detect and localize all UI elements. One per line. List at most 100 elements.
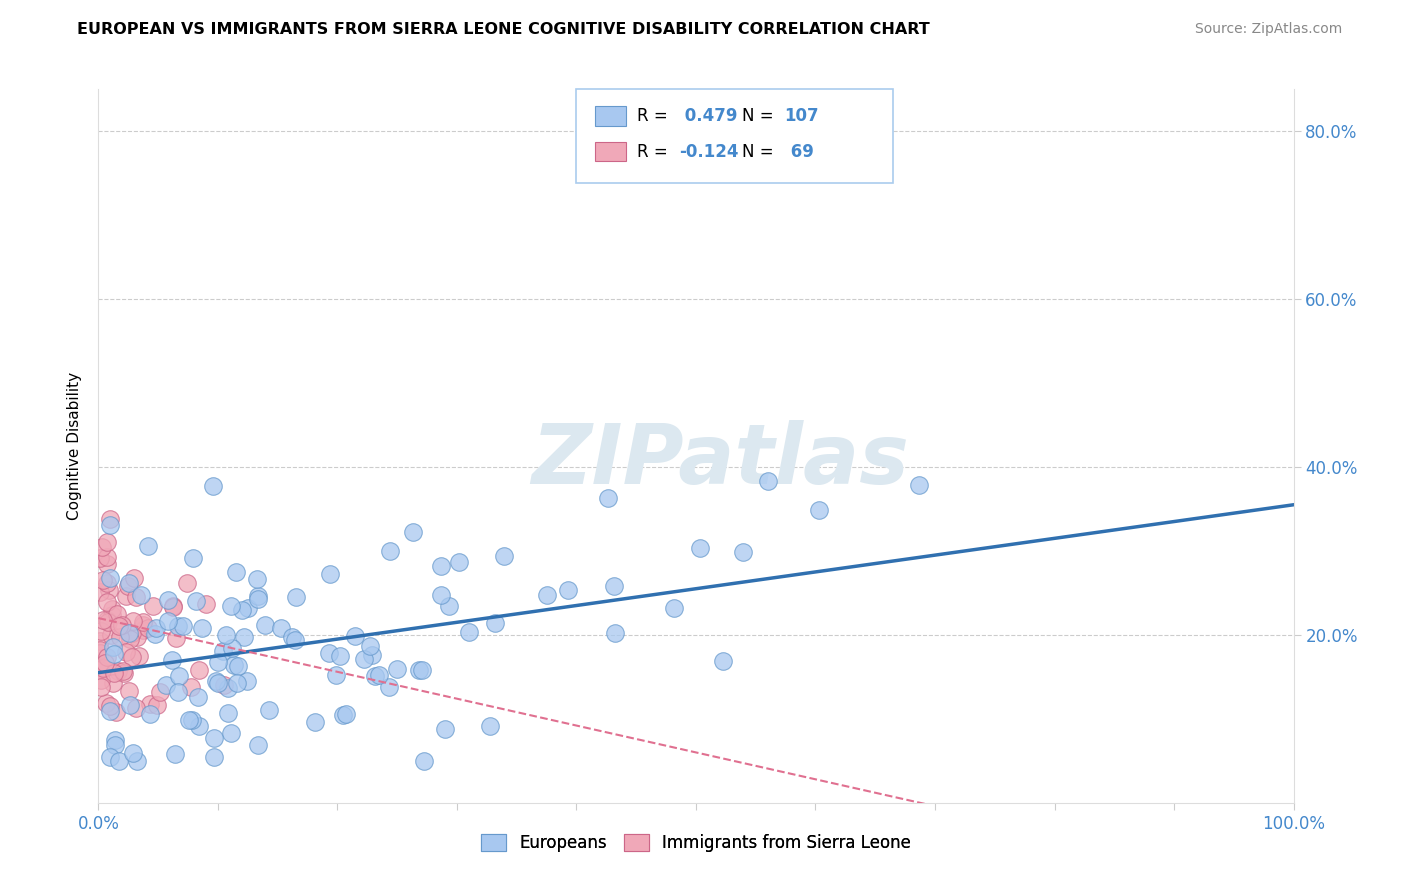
Point [190,621,212,635]
Point [165,747,187,761]
Point [367,668,389,682]
Point [108,630,131,644]
Point [360,648,382,662]
Point [138,621,160,635]
Point [280,630,302,644]
Point [430,559,453,574]
Point [89,642,111,657]
Point [132,618,155,632]
Point [103,738,125,752]
Point [284,632,307,647]
Point [219,726,242,740]
Point [335,707,357,722]
Point [89,662,111,676]
Point [284,591,307,605]
Point [246,589,269,603]
Point [89,673,111,687]
Point [411,664,433,678]
Point [96,549,118,564]
Text: N =: N = [742,107,779,125]
Point [160,653,183,667]
Point [177,713,200,727]
Point [270,621,292,635]
Point [96,613,118,627]
Point [90,540,112,554]
Point [131,615,153,629]
Point [215,628,238,642]
Point [89,585,111,599]
Point [121,626,143,640]
Point [457,624,479,639]
Point [105,705,128,719]
Point [129,588,152,602]
Point [908,477,931,491]
Point [101,608,124,623]
Point [232,630,254,644]
Point [478,719,501,733]
Point [94,696,117,710]
Point [100,628,122,642]
Point [183,551,205,566]
Point [162,600,184,615]
Point [143,627,166,641]
Point [145,621,167,635]
Point [96,557,118,571]
Point [536,588,558,602]
Point [118,576,141,591]
Point [430,588,453,602]
Point [378,543,401,558]
Point [385,662,408,676]
Legend: Europeans, Immigrants from Sierra Leone: Europeans, Immigrants from Sierra Leone [474,827,918,859]
Point [118,626,141,640]
Point [689,541,711,555]
Point [246,572,269,586]
Point [664,601,686,615]
Point [187,690,209,705]
Point [121,747,143,761]
Point [155,678,177,692]
Point [98,511,121,525]
Text: R =: R = [637,107,673,125]
Point [194,597,217,611]
Point [115,590,138,604]
Point [100,601,122,615]
Point [120,698,142,712]
Point [121,650,143,665]
Point [118,684,141,698]
Point [603,579,626,593]
Point [596,491,619,506]
Point [98,750,122,764]
Point [124,590,146,604]
Point [97,615,120,629]
Point [91,661,114,675]
Point [98,518,122,533]
Text: 0.479: 0.479 [679,107,738,125]
Point [125,630,148,644]
Point [221,640,243,655]
Point [402,524,425,539]
Point [318,567,340,582]
Point [180,680,202,694]
Point [90,680,112,694]
Point [94,656,117,670]
Point [187,718,209,732]
Point [434,722,457,736]
Point [149,685,172,699]
Point [96,575,118,590]
Point [98,571,122,585]
Point [605,625,627,640]
Point [124,700,146,714]
Point [108,754,131,768]
Point [89,634,111,648]
Point [329,649,352,664]
Point [115,645,138,659]
Point [247,591,270,606]
Point [219,599,242,614]
Point [96,649,118,664]
Y-axis label: Cognitive Disability: Cognitive Disability [67,372,83,520]
Point [176,576,198,591]
Text: ZIPatlas: ZIPatlas [531,420,908,500]
Point [156,593,179,607]
Point [166,685,188,699]
Point [359,639,381,653]
